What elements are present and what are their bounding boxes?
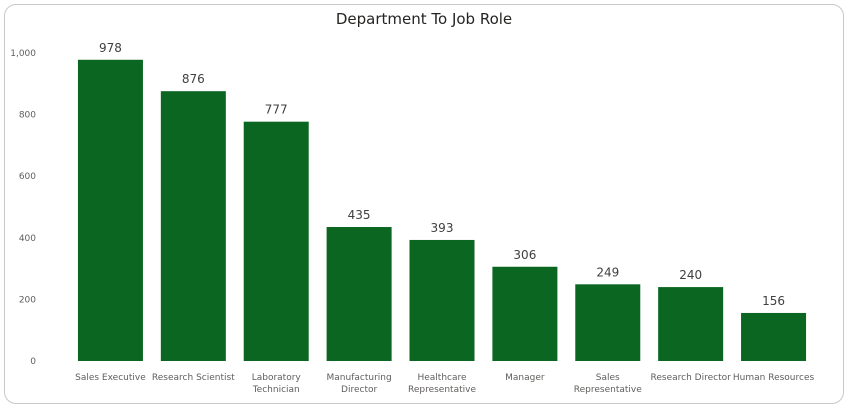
data-label: 393 <box>431 221 454 235</box>
x-tick-label: Human Resources <box>733 373 815 383</box>
y-tick-label: 200 <box>19 295 36 305</box>
x-tick-label: Director <box>341 385 377 395</box>
chart-title: Department To Job Role <box>336 10 512 28</box>
x-tick-label: Representative <box>408 385 476 395</box>
x-axis: Sales Executive Research Scientist Laborat… <box>75 373 814 395</box>
data-label: 777 <box>265 103 288 117</box>
bar[interactable] <box>243 121 309 362</box>
data-label: 876 <box>182 72 205 86</box>
bar[interactable] <box>658 287 724 361</box>
y-tick-label: 600 <box>19 172 36 182</box>
y-tick-label: 800 <box>19 111 36 121</box>
data-label: 435 <box>348 208 371 222</box>
x-tick-label: Manager <box>505 373 545 383</box>
y-tick-label: 1,000 <box>10 49 36 59</box>
bar[interactable] <box>160 91 226 361</box>
bar[interactable] <box>409 239 475 361</box>
x-tick-label: Sales <box>596 373 620 383</box>
x-tick-label: Manufacturing <box>327 373 392 383</box>
data-label: 249 <box>596 265 619 279</box>
y-tick-label: 0 <box>30 357 36 367</box>
x-tick-label: Representative <box>574 385 642 395</box>
x-tick-label: Technician <box>252 385 300 395</box>
x-tick-label: Research Director <box>651 373 732 383</box>
data-label: 306 <box>513 248 536 262</box>
data-label: 978 <box>99 41 122 55</box>
y-axis: 0 200 400 600 800 1,000 <box>10 49 36 367</box>
bar[interactable] <box>326 227 392 361</box>
bar[interactable] <box>492 266 558 361</box>
data-label: 240 <box>679 268 702 282</box>
bar[interactable] <box>575 284 641 361</box>
x-tick-label: Sales Executive <box>75 373 146 383</box>
bar[interactable] <box>741 312 807 361</box>
bars: 978 876 777 435 393 306 249 240 156 <box>77 41 807 362</box>
data-label: 156 <box>762 294 785 308</box>
x-tick-label: Laboratory <box>252 373 302 383</box>
bar[interactable] <box>77 59 143 361</box>
y-tick-label: 400 <box>19 234 36 244</box>
x-tick-label: Healthcare <box>417 373 467 383</box>
x-tick-label: Research Scientist <box>152 373 235 383</box>
